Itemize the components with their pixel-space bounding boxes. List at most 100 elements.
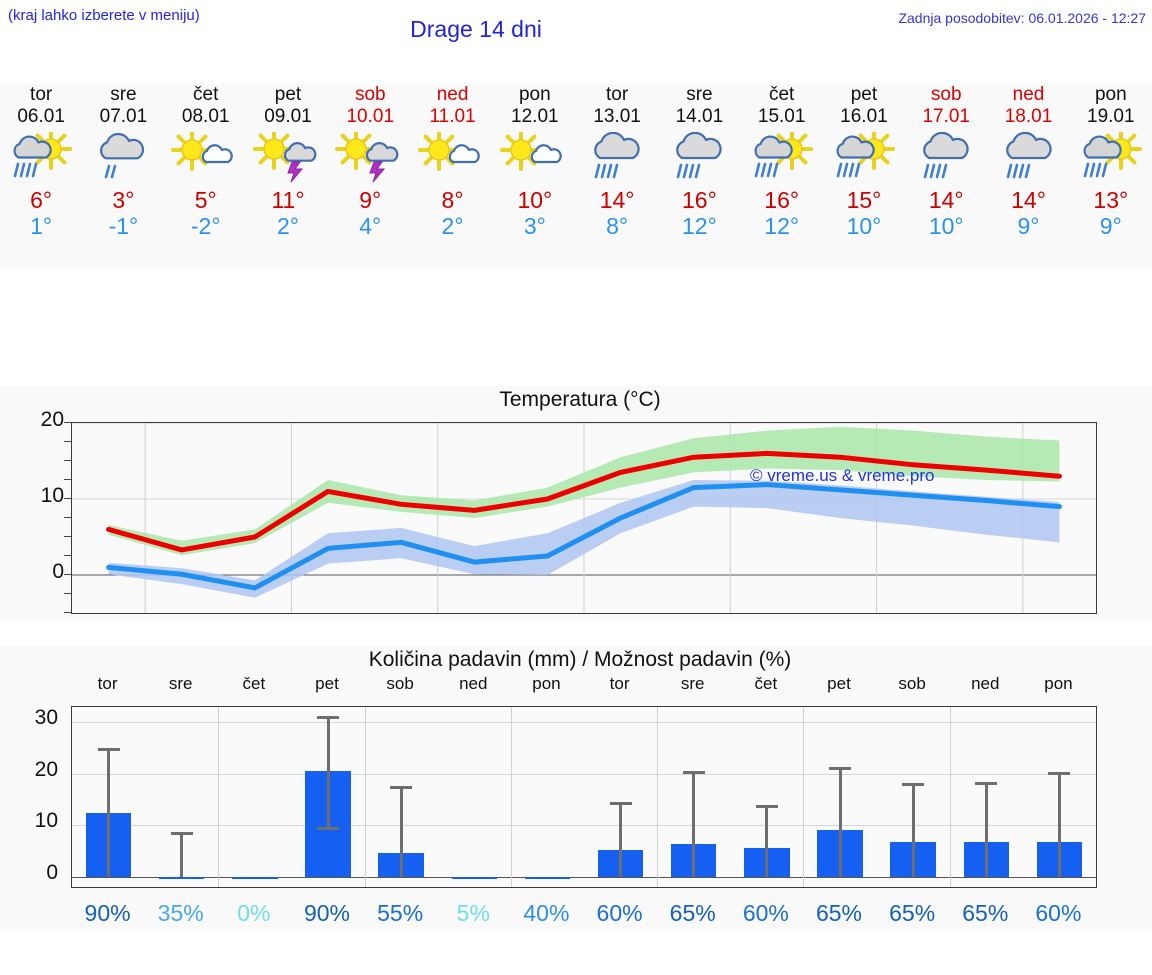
precip-gridline-vertical xyxy=(510,707,512,887)
precipitation-bar xyxy=(524,876,571,879)
day-date: 08.01 xyxy=(181,106,230,127)
temp-axis-tick xyxy=(64,536,71,537)
day-temp-min: -2° xyxy=(190,213,221,239)
rain-sun-icon xyxy=(5,132,77,184)
precip-y-tick-label: 10 xyxy=(34,809,58,833)
precip-day-label: sob xyxy=(386,674,414,693)
precip-probability-label: 65% xyxy=(889,900,936,926)
day-date: 11.01 xyxy=(429,106,476,127)
precip-day-label: pon xyxy=(532,674,561,693)
page-title: Drage 14 dni xyxy=(410,16,542,42)
day-temp-min: 10° xyxy=(846,213,882,239)
temp-axis-tick xyxy=(64,498,71,499)
day-column[interactable]: tor 13.01 14° 8° xyxy=(576,84,658,269)
day-name: pon xyxy=(1094,84,1127,105)
day-temp-min: 9° xyxy=(1017,213,1040,239)
day-column[interactable]: pet 09.01 11° 2° xyxy=(247,84,329,269)
day-column[interactable]: pon 19.01 13° 9° xyxy=(1070,84,1152,269)
precip-y-tick-label: 0 xyxy=(46,860,58,884)
day-column[interactable]: tor 06.01 6° 1° xyxy=(0,84,82,269)
precipitation-whisker xyxy=(765,804,769,877)
day-column[interactable]: pon 12.01 10° 3° xyxy=(494,84,576,269)
sun-thunder-icon xyxy=(334,132,406,184)
last-update-label: Zadnja posodobitev: 06.01.2026 - 12:27 xyxy=(898,10,1146,26)
day-temp-max: 9° xyxy=(359,187,382,213)
day-temp-max: 14° xyxy=(599,187,635,213)
copyright-watermark: © vreme.us & vreme.pro xyxy=(750,466,935,485)
cloud-rain-icon xyxy=(993,132,1065,184)
day-temp-min: 12° xyxy=(682,213,717,239)
day-temp-max: 10° xyxy=(517,187,553,213)
precip-probability-label: 55% xyxy=(377,900,424,926)
precip-probability-label: 65% xyxy=(669,900,716,926)
precip-y-tick-label: 30 xyxy=(34,706,58,730)
day-column[interactable]: ned 18.01 14° 9° xyxy=(987,84,1069,269)
day-name: sre xyxy=(686,84,713,105)
day-temp-min: 1° xyxy=(30,213,53,239)
precipitation-whisker-cap-top xyxy=(829,767,851,771)
precip-gridline-vertical xyxy=(364,707,366,887)
precipitation-whisker xyxy=(180,831,184,877)
precipitation-whisker xyxy=(692,770,696,877)
day-name: ned xyxy=(1012,84,1045,105)
day-temp-max: 14° xyxy=(1011,187,1046,213)
precip-day-label: sre xyxy=(680,674,705,693)
precipitation-whisker xyxy=(399,786,403,877)
precipitation-bar xyxy=(451,876,497,879)
temp-axis-tick xyxy=(64,517,71,518)
precip-gridline-vertical xyxy=(657,707,659,887)
cloud-rain-icon xyxy=(910,132,982,184)
rain-sun-icon xyxy=(828,132,900,184)
precip-day-label: pet xyxy=(315,674,339,693)
precipitation-bar xyxy=(232,876,278,879)
day-name: pon xyxy=(518,84,551,105)
day-temp-max: 16° xyxy=(682,187,717,213)
menu-hint-label: (kraj lahko izberete v meniju) xyxy=(8,7,200,24)
day-column[interactable]: sre 14.01 16° 12° xyxy=(658,84,740,269)
precipitation-whisker xyxy=(1057,771,1061,877)
sun-cloud-icon xyxy=(417,132,489,184)
precip-day-label: pet xyxy=(827,674,851,693)
day-name: pet xyxy=(850,84,878,105)
temp-y-tick-label: 0 xyxy=(52,560,64,583)
rain-sun-icon xyxy=(746,132,818,184)
day-column[interactable]: pet 16.01 15° 10° xyxy=(823,84,905,269)
day-date: 07.01 xyxy=(99,106,148,127)
precip-day-label: ned xyxy=(971,674,1000,693)
day-column[interactable]: sob 10.01 9° 4° xyxy=(329,84,411,269)
precip-probability-label: 65% xyxy=(815,900,863,926)
precip-day-label: čet xyxy=(242,674,266,693)
precip-probability-label: 35% xyxy=(157,900,204,926)
temp-axis-tick xyxy=(64,441,71,442)
day-date: 09.01 xyxy=(264,106,312,127)
precipitation-whisker-cap-top xyxy=(755,804,778,808)
day-date: 10.01 xyxy=(346,106,395,127)
day-temp-min: 2° xyxy=(276,213,299,239)
day-column[interactable]: ned 11.01 8° 2° xyxy=(411,84,493,269)
day-name: sob xyxy=(354,84,386,105)
precip-probability-label: 5% xyxy=(456,900,490,926)
sun-cloud-icon xyxy=(170,132,242,184)
precipitation-whisker-cap-top xyxy=(682,770,705,774)
day-temp-min: 4° xyxy=(359,213,382,239)
day-temp-max: 6° xyxy=(30,187,53,213)
day-date: 14.01 xyxy=(675,106,724,127)
day-name: ned xyxy=(436,84,469,105)
day-date: 06.01 xyxy=(17,106,65,127)
temperature-plot-area xyxy=(71,422,1097,614)
day-column[interactable]: sre 07.01 3° -1° xyxy=(82,84,164,269)
precip-y-tick-label: 20 xyxy=(34,757,58,781)
precipitation-whisker xyxy=(326,715,330,828)
precipitation-chart-title: Količina padavin (mm) / Možnost padavin … xyxy=(368,648,792,671)
day-temp-min: 2° xyxy=(441,213,464,239)
temp-axis-tick xyxy=(64,593,71,594)
day-column[interactable]: čet 15.01 16° 12° xyxy=(741,84,823,269)
day-column[interactable]: čet 08.01 5° -2° xyxy=(165,84,247,269)
day-temp-max: 11° xyxy=(271,187,305,213)
precipitation-whisker-cap-top xyxy=(97,748,120,752)
day-name: tor xyxy=(606,84,629,105)
day-name: sre xyxy=(110,84,137,105)
precip-day-label: sre xyxy=(168,674,193,693)
day-date: 18.01 xyxy=(1004,106,1053,127)
day-column[interactable]: sob 17.01 14° 10° xyxy=(905,84,987,269)
